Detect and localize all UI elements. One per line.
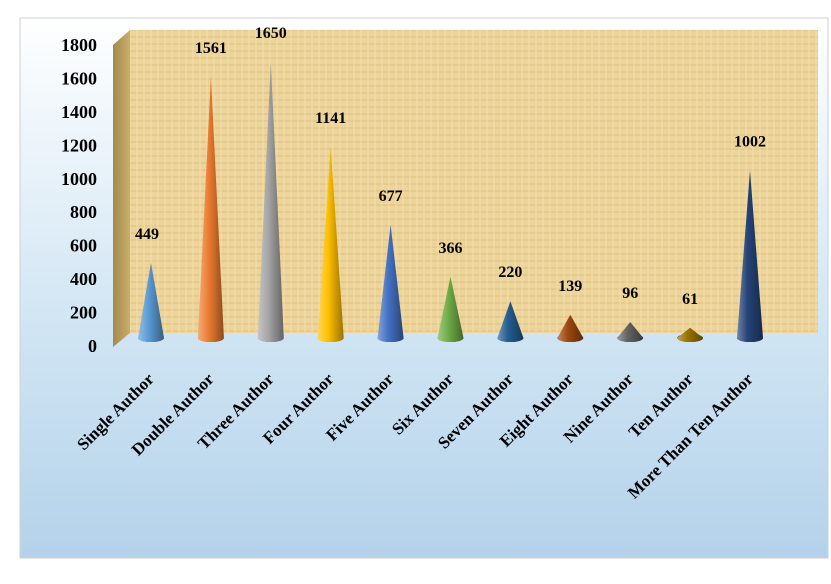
y-tick-label: 0 — [88, 336, 97, 356]
back-wall-side — [113, 30, 130, 347]
cone-bar — [497, 301, 524, 342]
data-label: 677 — [379, 188, 403, 205]
data-label: 139 — [558, 278, 582, 295]
y-tick-label: 200 — [70, 303, 97, 323]
data-label: 220 — [498, 264, 522, 281]
cone-bar — [138, 262, 164, 342]
data-label: 61 — [682, 291, 698, 308]
y-tick-label: 1400 — [61, 102, 97, 122]
cone-bar — [377, 224, 404, 342]
y-tick-label: 1200 — [61, 135, 97, 155]
cone-bar — [437, 276, 464, 342]
cone-series — [138, 62, 763, 342]
y-tick-label: 600 — [70, 236, 97, 256]
data-label: 449 — [135, 226, 159, 243]
data-label: 1650 — [255, 25, 287, 42]
y-tick-label: 400 — [70, 269, 97, 289]
data-label: 1561 — [195, 40, 227, 57]
data-label: 366 — [439, 240, 463, 257]
back-wall — [130, 30, 818, 333]
data-label: 1002 — [734, 133, 766, 150]
y-tick-label: 800 — [70, 202, 97, 222]
cone-bar — [197, 76, 224, 342]
y-tick-label: 1000 — [61, 169, 97, 189]
y-axis: 0 200 400 600 800 1000 1200 1400 1600 1800 — [61, 35, 97, 356]
data-labels: 449 1561 1650 1141 677 366 220 139 96 61 1002 — [135, 25, 766, 308]
cone-bar — [317, 147, 344, 342]
y-tick-label: 1600 — [61, 68, 97, 88]
y-tick-label: 1800 — [61, 35, 97, 55]
cone-bar — [257, 62, 284, 342]
cone-bar — [677, 327, 704, 342]
data-label: 96 — [622, 285, 638, 302]
cone-bar — [737, 170, 763, 342]
data-label: 1141 — [315, 110, 346, 127]
cone-bar — [617, 321, 644, 342]
cone-bar — [557, 314, 584, 342]
